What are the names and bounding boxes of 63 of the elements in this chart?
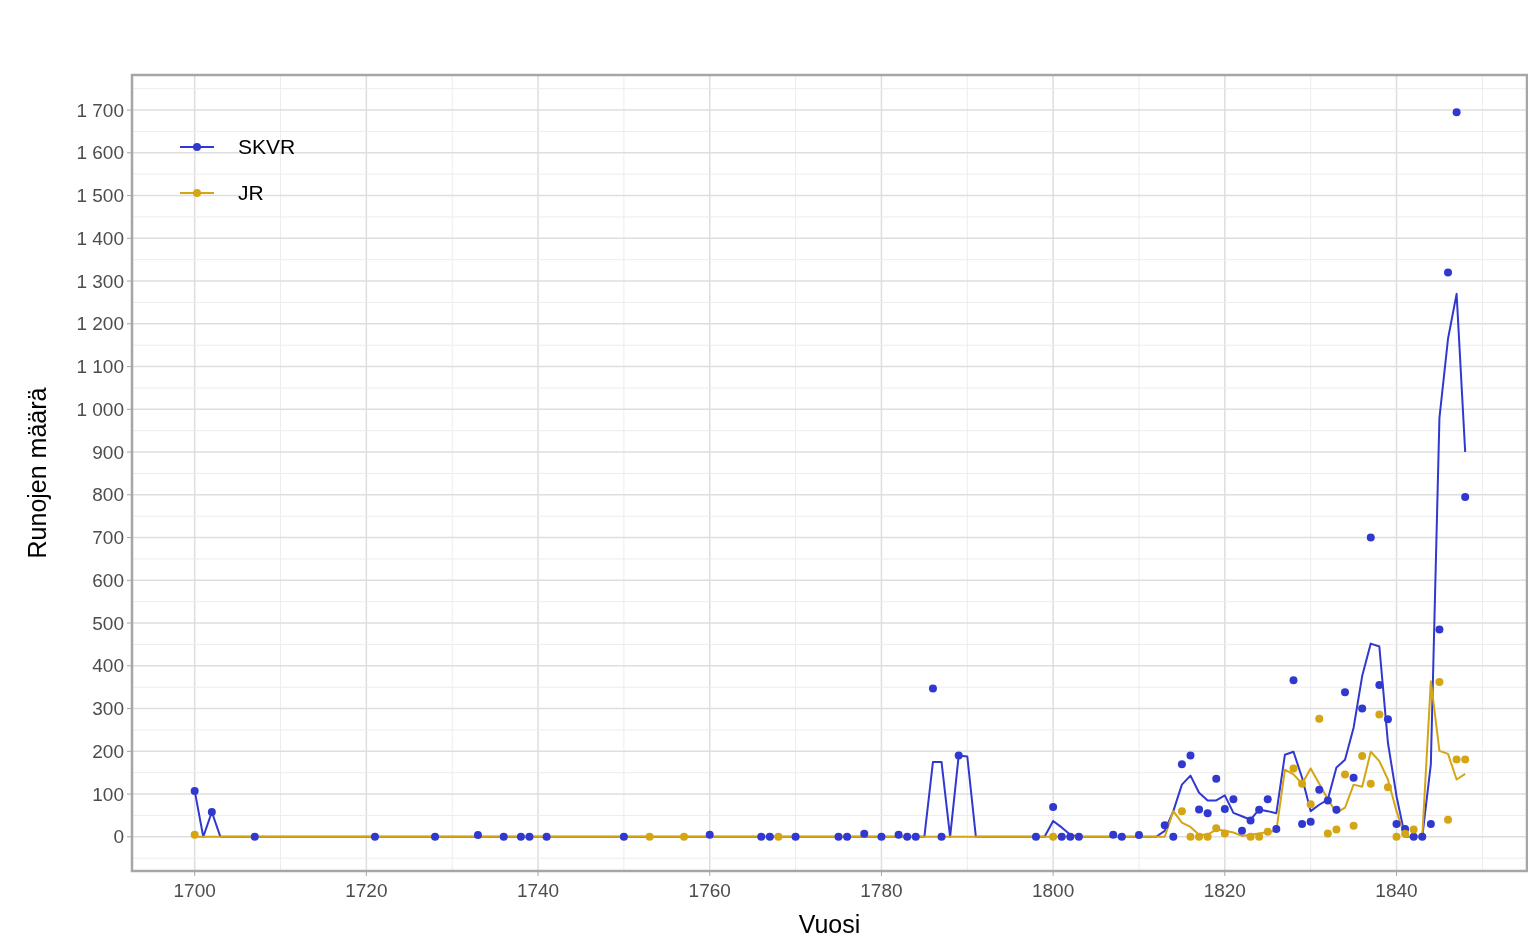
point bbox=[1049, 832, 1058, 841]
x-tick-label: 1740 bbox=[516, 880, 560, 901]
y-tick-label: 700 bbox=[92, 527, 124, 549]
point bbox=[190, 830, 199, 839]
y-tick-label: 1 200 bbox=[76, 313, 124, 335]
point bbox=[1452, 755, 1461, 764]
y-tick-label: 400 bbox=[92, 655, 124, 677]
point bbox=[1255, 832, 1264, 841]
x-tick-label: 1700 bbox=[173, 880, 216, 901]
y-tick-label: 200 bbox=[92, 740, 124, 762]
point bbox=[1315, 714, 1324, 723]
y-tick-label: 600 bbox=[92, 569, 124, 591]
x-tick-label: 1800 bbox=[1031, 880, 1075, 901]
point bbox=[1444, 815, 1453, 824]
point bbox=[1332, 825, 1341, 834]
x-tick-label: 1780 bbox=[860, 880, 903, 901]
legend-label: SKVR bbox=[238, 135, 296, 159]
y-tick-label: 500 bbox=[92, 612, 124, 634]
y-tick-label: 900 bbox=[92, 441, 124, 463]
point bbox=[1383, 783, 1392, 792]
y-tick-label: 1 000 bbox=[76, 398, 124, 420]
y-tick-label: 1 700 bbox=[76, 99, 124, 121]
point bbox=[1263, 827, 1272, 836]
y-tick-label: 800 bbox=[92, 484, 124, 506]
point bbox=[1323, 829, 1332, 838]
x-tick-label: 1760 bbox=[688, 880, 731, 901]
point bbox=[1186, 832, 1195, 841]
y-tick-label: 1 100 bbox=[76, 356, 124, 378]
point bbox=[1341, 770, 1350, 779]
y-tick-label: 100 bbox=[92, 783, 124, 805]
point bbox=[1392, 832, 1401, 841]
point bbox=[1220, 829, 1229, 838]
x-tick-label: 1820 bbox=[1203, 880, 1246, 901]
y-tick-label: 1 300 bbox=[76, 270, 124, 292]
x-tick-label: 1840 bbox=[1375, 880, 1418, 901]
point bbox=[1195, 832, 1204, 841]
point bbox=[1298, 779, 1307, 788]
y-axis-title: Runojen määrä bbox=[23, 387, 51, 559]
x-axis-title: Vuosi bbox=[798, 910, 861, 938]
y-tick-label: 1 500 bbox=[76, 185, 124, 207]
y-tick-label: 300 bbox=[92, 698, 124, 720]
point bbox=[1203, 832, 1212, 841]
point bbox=[1289, 764, 1298, 773]
y-tick-label: 1 400 bbox=[76, 227, 124, 249]
x-tick-label: 1720 bbox=[345, 880, 388, 901]
y-tick-label: 1 600 bbox=[76, 142, 124, 164]
point bbox=[1212, 824, 1221, 833]
point bbox=[1409, 825, 1418, 834]
point bbox=[645, 832, 654, 841]
point bbox=[1375, 710, 1384, 719]
point bbox=[1366, 779, 1375, 788]
point bbox=[774, 832, 783, 841]
point bbox=[1358, 752, 1367, 760]
point bbox=[1177, 807, 1186, 816]
point bbox=[679, 832, 688, 841]
point bbox=[1435, 678, 1444, 687]
point bbox=[1246, 832, 1255, 841]
point bbox=[1461, 755, 1470, 764]
y-tick-label: 0 bbox=[113, 826, 124, 848]
legend-label: JR bbox=[238, 181, 264, 205]
point bbox=[1401, 829, 1410, 838]
point bbox=[1349, 821, 1358, 830]
point bbox=[1306, 800, 1315, 809]
